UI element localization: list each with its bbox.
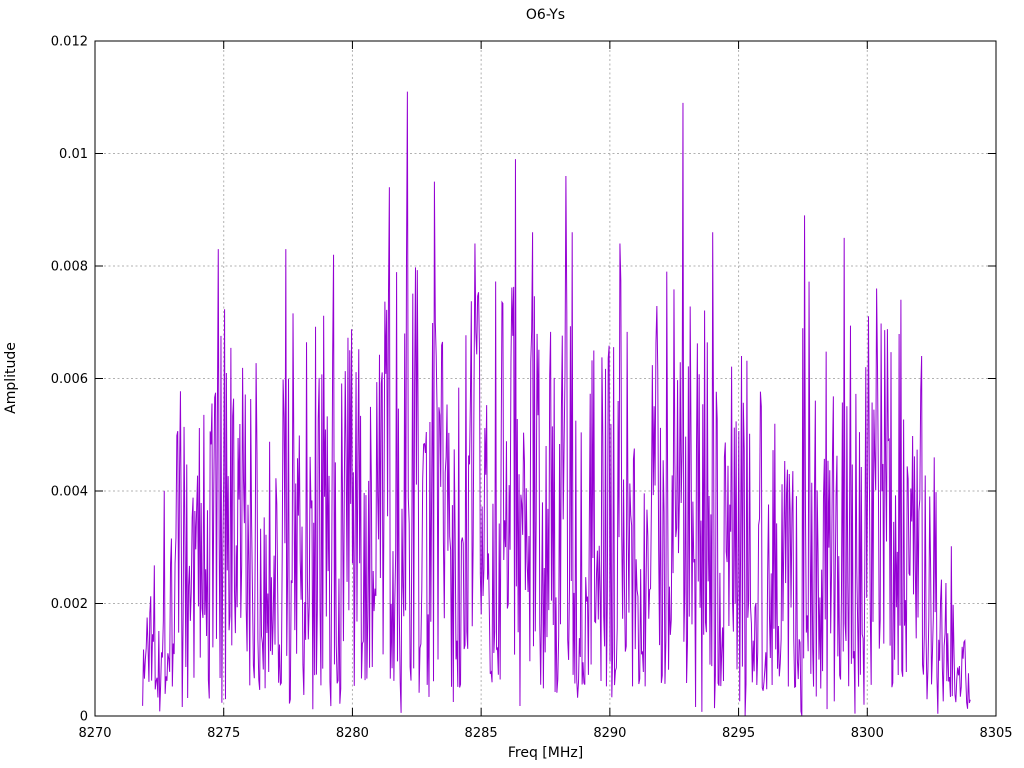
spectrum-line bbox=[142, 91, 971, 716]
y-tick-label: 0.012 bbox=[51, 35, 88, 50]
x-tick-label: 8285 bbox=[465, 726, 498, 741]
x-tick-label: 8305 bbox=[979, 726, 1012, 741]
x-tick-label: 8280 bbox=[336, 726, 369, 741]
x-tick-label: 8275 bbox=[207, 726, 240, 741]
y-axis-label: Amplitude bbox=[3, 342, 19, 414]
y-tick-label: 0.008 bbox=[51, 260, 88, 275]
y-tick-label: 0.01 bbox=[59, 147, 88, 162]
x-tick-label: 8290 bbox=[593, 726, 626, 741]
y-tick-label: 0.002 bbox=[51, 597, 88, 612]
x-tick-label: 8300 bbox=[851, 726, 884, 741]
y-tick-label: 0 bbox=[80, 710, 88, 725]
y-tick-label: 0.006 bbox=[51, 372, 88, 387]
y-tick-label: 0.004 bbox=[51, 485, 88, 500]
x-axis-label: Freq [MHz] bbox=[507, 745, 584, 761]
x-tick-label: 8270 bbox=[78, 726, 111, 741]
chart-title: O6-Ys bbox=[525, 7, 566, 23]
x-tick-label: 8295 bbox=[722, 726, 755, 741]
